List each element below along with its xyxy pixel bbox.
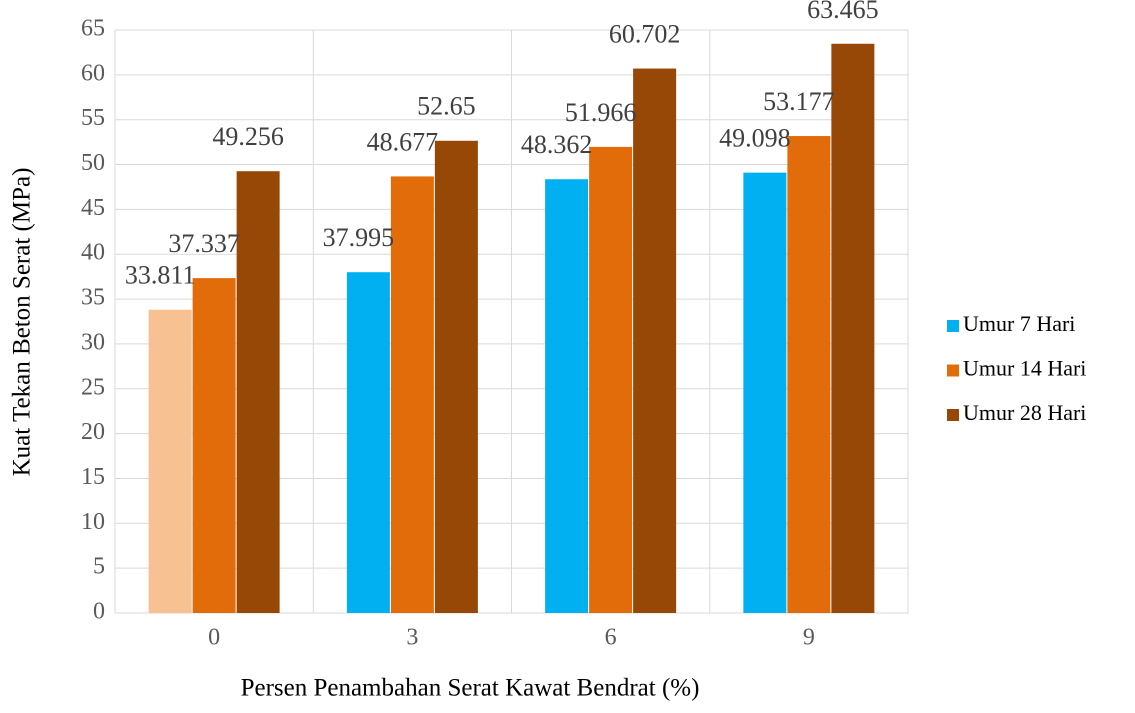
bar [589,146,633,613]
data-label: 63.465 [807,0,879,24]
y-tick-label: 10 [81,509,105,535]
legend-label: Umur 7 Hari [963,311,1075,336]
legend-swatch [947,409,959,421]
legend-label: Umur 28 Hari [963,400,1086,425]
y-tick-label: 60 [81,60,105,86]
data-label: 37.995 [323,223,395,252]
y-tick-label: 15 [81,464,105,490]
y-tick-label: 65 [81,16,105,42]
x-tick-label: 9 [803,625,815,651]
bar [787,136,831,613]
data-label: 48.362 [521,130,593,159]
data-label: 51.966 [565,98,637,127]
data-label: 60.702 [609,20,681,49]
data-label: 48.677 [367,127,439,156]
bar [434,140,478,613]
data-label: 49.098 [719,124,791,153]
y-tick-label: 25 [81,374,105,400]
data-label: 33.811 [125,261,196,290]
bar [236,171,280,614]
legend-swatch [947,320,959,332]
y-tick-label: 55 [81,105,105,131]
legend-label: Umur 14 Hari [963,356,1086,381]
data-label: 49.256 [212,122,284,151]
y-tick-label: 35 [81,285,105,311]
y-tick-label: 0 [93,599,105,625]
data-label: 53.177 [763,87,835,116]
x-tick-label: 3 [406,625,418,651]
y-tick-label: 40 [81,240,105,266]
y-tick-label: 5 [93,554,105,580]
bar [831,43,875,614]
y-axis-title: Kuat Tekan Beton Serat (MPa) [9,168,36,477]
y-tick-label: 50 [81,150,105,176]
bar [545,179,589,614]
bar [633,68,677,614]
bar [148,309,192,613]
bar [346,272,390,613]
x-tick-label: 6 [605,625,617,651]
y-tick-label: 45 [81,195,105,221]
x-axis-title: Persen Penambahan Serat Kawat Bendrat (%… [241,675,700,702]
data-label: 37.337 [168,229,240,258]
y-tick-label: 20 [81,419,105,445]
bar [192,278,236,613]
bar [390,176,434,613]
bar [743,172,787,613]
x-tick-label: 0 [208,625,220,651]
y-tick-label: 30 [81,329,105,355]
data-label: 52.65 [417,92,476,121]
legend-swatch [947,364,959,377]
